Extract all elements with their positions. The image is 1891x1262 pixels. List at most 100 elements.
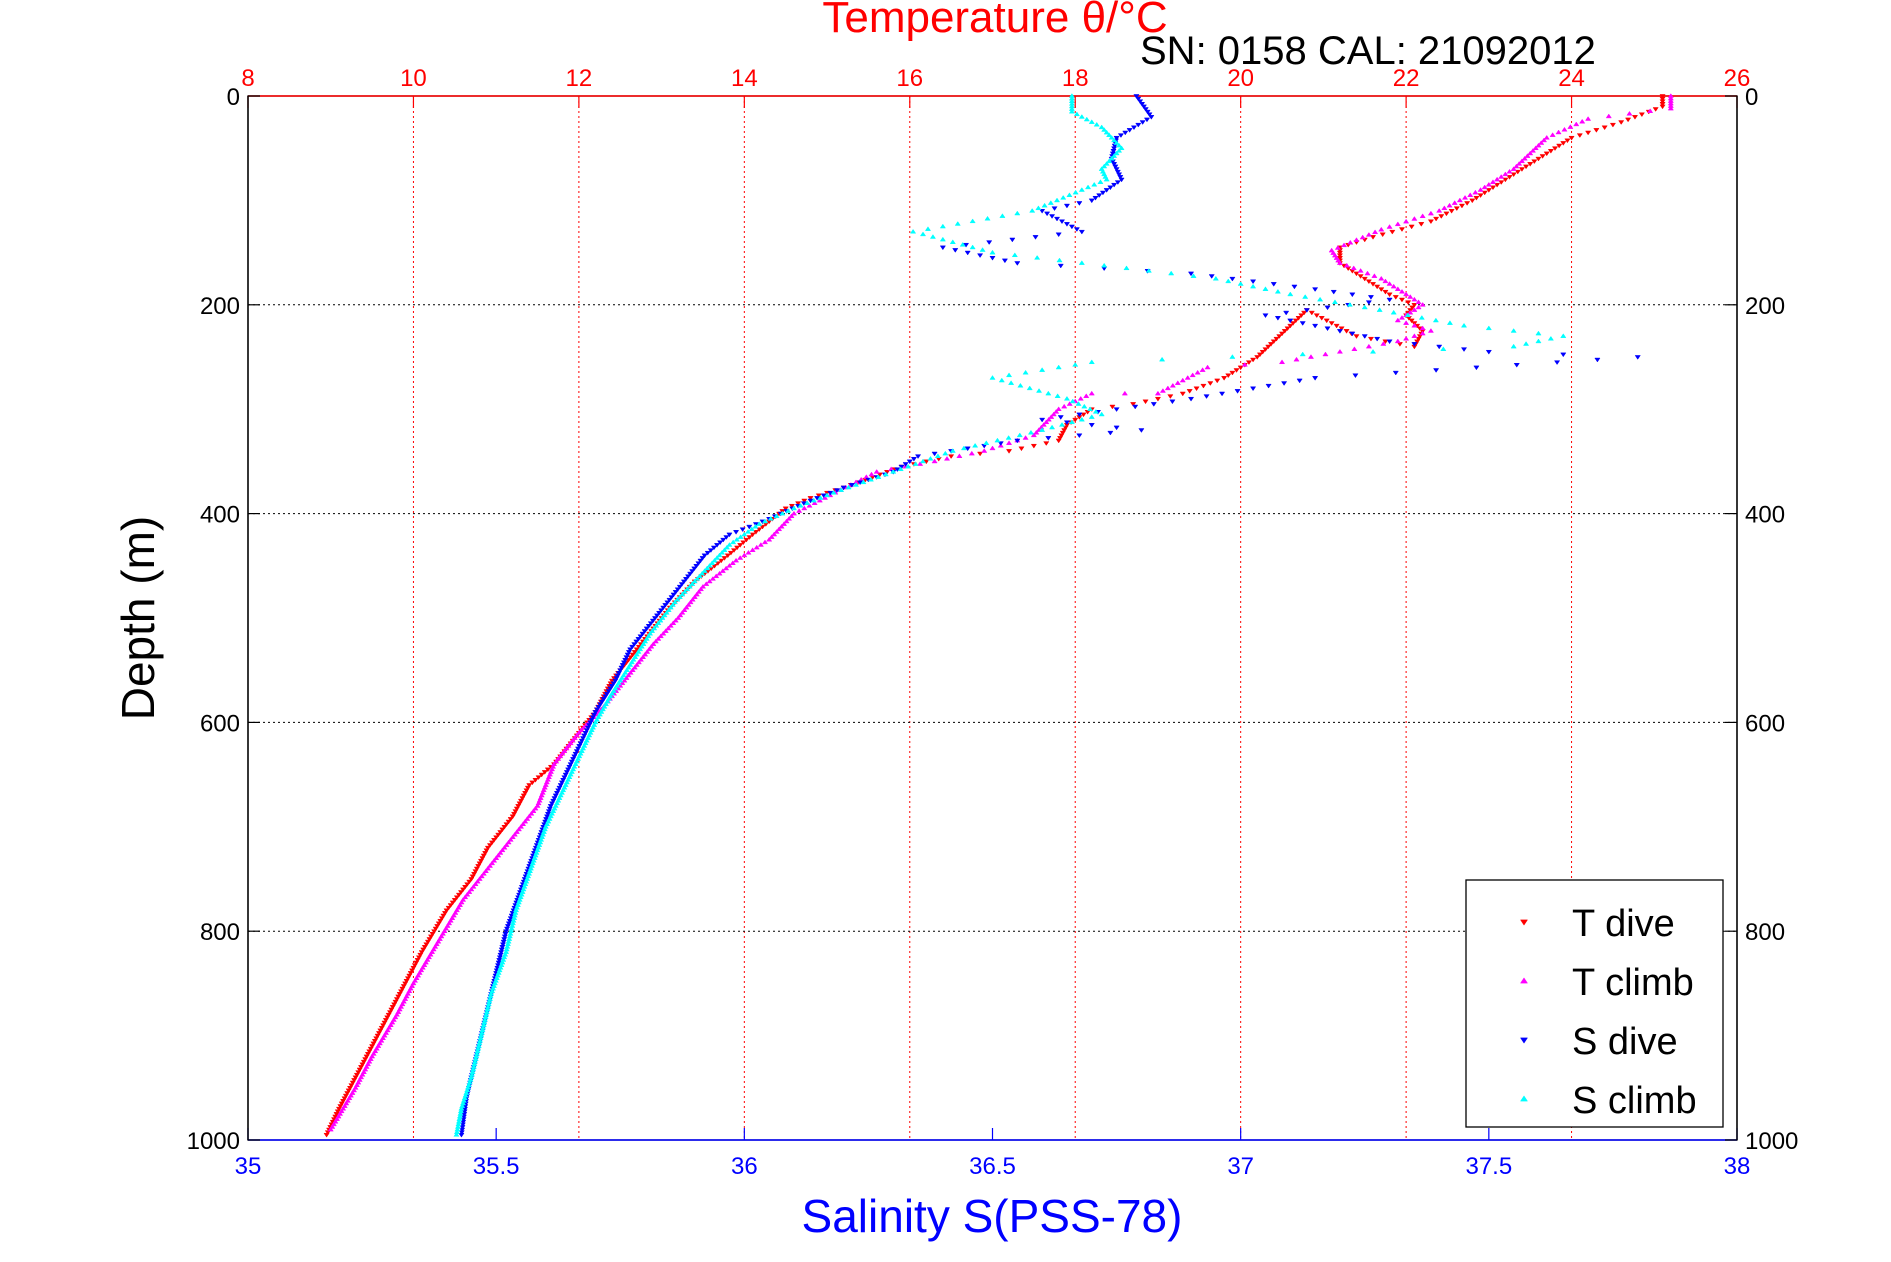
data-point bbox=[1110, 149, 1117, 154]
data-point bbox=[333, 1112, 340, 1117]
data-point bbox=[1287, 318, 1294, 324]
data-point bbox=[730, 539, 737, 545]
data-point bbox=[882, 471, 889, 477]
data-point bbox=[1567, 124, 1574, 129]
data-point bbox=[520, 793, 527, 799]
data-point bbox=[1022, 435, 1029, 440]
data-point bbox=[989, 445, 996, 451]
data-point bbox=[558, 780, 565, 786]
data-point bbox=[1336, 250, 1343, 256]
data-point bbox=[658, 608, 665, 613]
data-point bbox=[410, 965, 417, 971]
data-point bbox=[544, 811, 552, 817]
data-point bbox=[656, 610, 663, 616]
data-point bbox=[1312, 376, 1319, 381]
data-point bbox=[482, 851, 489, 856]
data-point bbox=[1050, 411, 1057, 417]
data-point bbox=[522, 818, 529, 824]
data-point bbox=[1527, 150, 1534, 156]
data-point bbox=[1336, 329, 1343, 334]
data-point bbox=[1494, 182, 1501, 188]
data-point bbox=[1485, 181, 1492, 187]
data-point bbox=[526, 813, 533, 819]
data-point bbox=[1453, 206, 1460, 212]
data-point bbox=[578, 738, 585, 744]
data-point bbox=[686, 583, 693, 589]
data-point bbox=[516, 801, 523, 807]
data-point bbox=[1146, 112, 1153, 118]
data-point bbox=[1061, 403, 1068, 409]
data-point bbox=[1072, 189, 1079, 195]
data-point bbox=[890, 469, 897, 474]
data-point bbox=[586, 723, 593, 728]
data-point bbox=[1609, 122, 1616, 128]
data-point bbox=[729, 560, 736, 565]
data-point bbox=[1464, 201, 1471, 206]
data-point bbox=[1573, 121, 1580, 127]
data-point bbox=[580, 724, 587, 730]
chart-title: Temperature θ/°C bbox=[822, 0, 1167, 42]
data-point bbox=[498, 947, 505, 953]
data-point bbox=[1659, 102, 1666, 107]
temperature-tick-label: 24 bbox=[1558, 65, 1585, 92]
data-point bbox=[1113, 167, 1120, 172]
data-point bbox=[1062, 425, 1069, 431]
data-point bbox=[615, 671, 623, 676]
data-point bbox=[356, 1067, 363, 1073]
data-point bbox=[1535, 330, 1542, 336]
data-point bbox=[1593, 128, 1600, 133]
data-point bbox=[1392, 295, 1399, 300]
data-point bbox=[1307, 354, 1315, 359]
data-point bbox=[845, 484, 852, 490]
data-point bbox=[1068, 419, 1075, 425]
data-point bbox=[788, 513, 795, 519]
data-point bbox=[838, 487, 845, 492]
data-point bbox=[685, 574, 692, 580]
data-point bbox=[1078, 187, 1085, 192]
data-point bbox=[778, 523, 785, 529]
data-point bbox=[553, 758, 560, 764]
data-point bbox=[1262, 286, 1269, 291]
data-point bbox=[806, 502, 813, 508]
temperature-tick-label: 14 bbox=[731, 65, 758, 92]
data-point bbox=[761, 518, 769, 524]
data-point bbox=[500, 939, 507, 945]
data-point bbox=[659, 615, 666, 620]
data-point bbox=[773, 513, 780, 519]
data-point bbox=[942, 450, 949, 456]
data-point bbox=[624, 652, 631, 658]
data-point bbox=[661, 612, 668, 618]
data-point bbox=[403, 978, 410, 984]
data-point bbox=[497, 952, 504, 958]
data-point bbox=[573, 732, 580, 738]
data-point bbox=[652, 638, 659, 644]
data-point bbox=[1364, 270, 1371, 276]
data-point bbox=[495, 960, 502, 966]
data-point bbox=[1111, 153, 1118, 158]
data-point bbox=[464, 882, 471, 888]
data-point bbox=[989, 256, 996, 261]
data-point bbox=[709, 560, 716, 565]
data-point bbox=[1033, 429, 1040, 435]
data-point bbox=[1283, 310, 1290, 316]
data-point bbox=[559, 750, 566, 756]
data-point bbox=[635, 659, 642, 665]
data-point bbox=[1011, 252, 1018, 258]
data-point bbox=[718, 558, 725, 564]
data-point bbox=[1333, 323, 1340, 329]
data-point bbox=[1088, 423, 1095, 428]
data-point bbox=[1078, 260, 1085, 265]
data-point bbox=[513, 806, 520, 812]
data-point bbox=[1030, 432, 1037, 438]
data-point bbox=[734, 545, 741, 551]
data-point bbox=[496, 955, 503, 961]
data-point bbox=[1551, 146, 1559, 151]
data-point bbox=[555, 756, 562, 761]
data-point bbox=[622, 657, 629, 663]
data-point bbox=[989, 249, 996, 255]
data-point bbox=[1039, 417, 1046, 423]
data-point bbox=[529, 780, 536, 786]
data-point bbox=[1117, 175, 1124, 180]
data-point bbox=[1041, 202, 1048, 208]
data-point bbox=[699, 570, 706, 576]
